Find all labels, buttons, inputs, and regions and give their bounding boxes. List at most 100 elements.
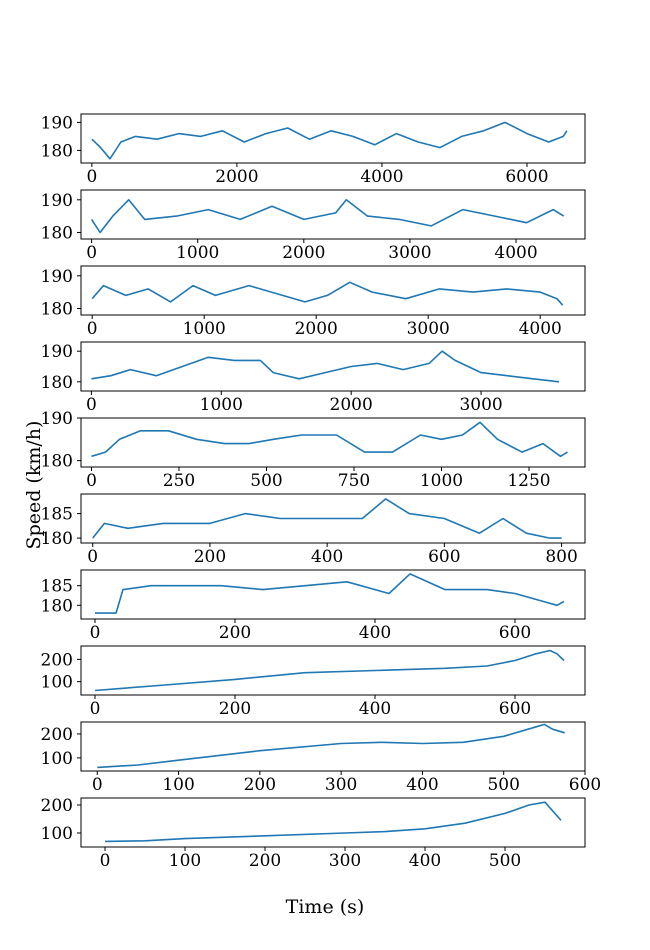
y-tick-label: 180 bbox=[41, 452, 73, 472]
x-tick-label: 400 bbox=[409, 851, 441, 871]
y-tick-label: 180 bbox=[41, 373, 73, 393]
y-tick-label: 180 bbox=[41, 141, 73, 161]
series-line bbox=[91, 281, 564, 306]
series-line bbox=[94, 649, 565, 692]
x-tick-label: 200 bbox=[249, 851, 281, 871]
series-line bbox=[95, 573, 565, 614]
subplot-10: 0 100 200 300 400 500 100 200 bbox=[41, 796, 586, 871]
x-tick-label: 800 bbox=[545, 547, 577, 567]
y-tick-label: 200 bbox=[41, 725, 73, 745]
y-tick-label: 100 bbox=[41, 673, 73, 693]
x-tick-label: 0 bbox=[90, 699, 101, 719]
subplot-1: 0 2000 4000 6000 180 190 bbox=[41, 113, 586, 187]
y-tick-label: 200 bbox=[41, 650, 73, 670]
x-tick-label: 4000 bbox=[494, 243, 537, 263]
y-tick-label: 200 bbox=[41, 796, 73, 816]
y-tick-label: 180 bbox=[41, 596, 73, 616]
x-tick-label: 3000 bbox=[388, 243, 431, 263]
plot-frame bbox=[80, 645, 586, 696]
subplot-2: 0 1000 2000 3000 4000 180 190 bbox=[41, 189, 586, 263]
series-line bbox=[104, 801, 562, 843]
y-tick-label: 180 bbox=[41, 223, 73, 243]
plot-frame bbox=[80, 341, 586, 392]
x-tick-label: 400 bbox=[359, 623, 391, 643]
x-tick-label: 0 bbox=[87, 547, 98, 567]
x-tick-label: 500 bbox=[250, 471, 282, 491]
x-tick-label: 400 bbox=[406, 775, 438, 795]
x-tick-label: 300 bbox=[329, 851, 361, 871]
plot-frame bbox=[80, 493, 586, 544]
x-tick-label: 400 bbox=[359, 699, 391, 719]
x-tick-label: 0 bbox=[86, 395, 97, 415]
plot-frame bbox=[80, 417, 586, 468]
y-tick-label: 180 bbox=[41, 529, 73, 549]
x-tick-label: 500 bbox=[487, 775, 519, 795]
x-tick-label: 100 bbox=[162, 775, 194, 795]
x-axis-title: Time (s) bbox=[286, 896, 365, 918]
y-tick-label: 100 bbox=[41, 749, 73, 769]
plot-frame bbox=[80, 797, 586, 848]
x-tick-label: 2000 bbox=[215, 167, 258, 187]
y-tick-label: 180 bbox=[41, 299, 73, 319]
series-line bbox=[97, 723, 565, 769]
subplot-9: 0 100 200 300 400 500 600 100 200 bbox=[41, 721, 601, 795]
x-tick-label: 0 bbox=[92, 775, 103, 795]
y-tick-label: 190 bbox=[41, 267, 73, 287]
series-line bbox=[91, 350, 560, 383]
x-tick-label: 600 bbox=[499, 699, 531, 719]
subplot-3: 0 1000 2000 3000 4000 180 190 bbox=[41, 265, 586, 339]
x-tick-label: 1250 bbox=[507, 471, 550, 491]
plot-frame bbox=[80, 569, 586, 620]
x-tick-label: 400 bbox=[311, 547, 343, 567]
x-tick-label: 300 bbox=[325, 775, 357, 795]
series-line bbox=[92, 498, 562, 539]
x-tick-label: 100 bbox=[169, 851, 201, 871]
x-tick-label: 2000 bbox=[295, 319, 338, 339]
y-tick-label: 190 bbox=[41, 191, 73, 211]
x-tick-label: 0 bbox=[86, 243, 97, 263]
x-tick-label: 0 bbox=[87, 319, 98, 339]
x-tick-label: 1000 bbox=[183, 319, 226, 339]
subplot-6: 0 200 400 600 800 180 185 bbox=[41, 493, 586, 567]
y-axis-title: Speed (km/h) bbox=[23, 421, 45, 550]
plot-frame bbox=[80, 265, 586, 316]
x-tick-label: 200 bbox=[219, 699, 251, 719]
x-tick-label: 750 bbox=[338, 471, 370, 491]
y-tick-label: 100 bbox=[41, 824, 73, 844]
y-tick-label: 190 bbox=[41, 113, 73, 133]
x-tick-label: 200 bbox=[194, 547, 226, 567]
plot-frame bbox=[80, 721, 586, 772]
subplot-8: 0 200 400 600 100 200 bbox=[41, 645, 586, 719]
series-line bbox=[91, 121, 568, 160]
x-tick-label: 3000 bbox=[407, 319, 450, 339]
series-line bbox=[91, 421, 568, 458]
y-tick-label: 190 bbox=[41, 342, 73, 362]
x-tick-label: 2000 bbox=[330, 395, 373, 415]
x-tick-label: 200 bbox=[244, 775, 276, 795]
x-tick-label: 1000 bbox=[200, 395, 243, 415]
plot-frame bbox=[80, 189, 586, 240]
x-tick-label: 1000 bbox=[176, 243, 219, 263]
x-tick-label: 3000 bbox=[459, 395, 502, 415]
x-tick-label: 4000 bbox=[519, 319, 562, 339]
x-tick-label: 1000 bbox=[420, 471, 463, 491]
x-tick-label: 0 bbox=[86, 167, 97, 187]
x-tick-label: 600 bbox=[499, 623, 531, 643]
plot-frame bbox=[80, 113, 586, 164]
x-tick-label: 2000 bbox=[282, 243, 325, 263]
x-tick-label: 6000 bbox=[505, 167, 548, 187]
x-tick-label: 4000 bbox=[360, 167, 403, 187]
x-tick-label: 600 bbox=[569, 775, 601, 795]
subplot-5: 0 250 500 750 1000 1250 180 190 bbox=[41, 409, 586, 491]
y-tick-label: 185 bbox=[41, 577, 73, 597]
x-tick-label: 200 bbox=[219, 623, 251, 643]
x-tick-label: 0 bbox=[100, 851, 111, 871]
x-tick-label: 0 bbox=[86, 471, 97, 491]
y-tick-label: 190 bbox=[41, 409, 73, 429]
x-tick-label: 250 bbox=[163, 471, 195, 491]
x-tick-label: 600 bbox=[428, 547, 460, 567]
series-line bbox=[90, 199, 565, 234]
subplot-4: 0 1000 2000 3000 180 190 bbox=[41, 341, 586, 415]
